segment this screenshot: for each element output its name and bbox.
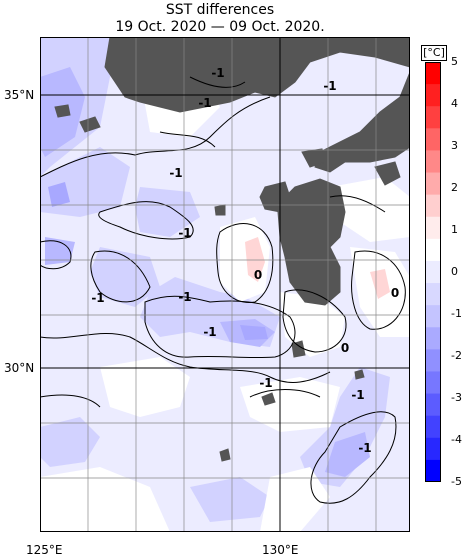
colorbar-swatch <box>425 260 441 284</box>
colorbar-tick-label: -3 <box>451 391 462 404</box>
lat-label-30n: 30°N <box>4 361 35 375</box>
map-date-range: 19 Oct. 2020 — 09 Oct. 2020. <box>115 19 325 35</box>
colorbar-swatch <box>425 415 441 439</box>
colorbar-tick-label: 2 <box>451 181 458 194</box>
contour-label: -1 <box>169 166 182 180</box>
colorbar-tick-label: 0 <box>451 265 458 278</box>
colorbar-tick-label: -1 <box>451 307 462 320</box>
colorbar-tick-label: 4 <box>451 97 458 110</box>
colorbar-tick-label: -5 <box>451 475 462 488</box>
sst-contours <box>40 76 406 504</box>
contour-label: -1 <box>259 376 272 390</box>
colorbar-tick-label: -2 <box>451 349 462 362</box>
colorbar-tick-label: 3 <box>451 139 458 152</box>
colorbar-swatch <box>425 349 441 372</box>
contour-label: 0 <box>254 268 262 282</box>
contour-label: -1 <box>178 226 191 240</box>
colorbar-swatch <box>425 150 441 174</box>
contour-label: -1 <box>178 290 191 304</box>
contour-label: -1 <box>358 441 371 455</box>
colorbar-swatch <box>425 459 441 482</box>
land <box>54 37 410 462</box>
contour-label: -1 <box>203 325 216 339</box>
colorbar-swatch <box>425 327 441 350</box>
colorbar <box>425 62 441 482</box>
colorbar-swatch <box>425 128 441 151</box>
colorbar-swatch <box>425 283 441 306</box>
colorbar-swatch <box>425 305 441 328</box>
colorbar-swatch <box>425 84 441 107</box>
contour-label: 0 <box>391 286 399 300</box>
contour-label: -1 <box>211 66 224 80</box>
graticule <box>40 37 410 532</box>
colorbar-swatch <box>425 437 441 461</box>
sea-anomaly-positive <box>245 237 390 299</box>
colorbar-swatch <box>425 194 441 218</box>
colorbar-swatch <box>425 106 441 129</box>
colorbar-swatch <box>425 393 441 417</box>
colorbar-swatch <box>425 62 441 85</box>
lon-label-125e: 125°E <box>26 543 63 557</box>
colorbar-swatch <box>425 371 441 395</box>
colorbar-swatch <box>425 216 441 240</box>
contour-label: -1 <box>198 96 211 110</box>
sea-anomaly-minus2 <box>48 182 268 340</box>
colorbar-swatch <box>425 238 441 262</box>
colorbar-swatch <box>425 172 441 196</box>
colorbar-tick-label: -4 <box>451 433 462 446</box>
colorbar-unit: [°C] <box>421 45 447 61</box>
sst-difference-map: -1 -1 -1 -1 -1 -1 -1 -1 -1 0 0 0 -1 -1 <box>40 37 410 532</box>
lon-label-130e: 130°E <box>262 543 299 557</box>
colorbar-frame <box>425 62 441 482</box>
lat-label-35n: 35°N <box>4 88 35 102</box>
colorbar-tick-label: 1 <box>451 223 458 236</box>
contour-label: -1 <box>351 388 364 402</box>
map-frame <box>40 37 410 532</box>
map-title: SST differences <box>165 2 275 18</box>
colorbar-tick-label: 5 <box>451 55 458 68</box>
contour-label: -1 <box>323 79 336 93</box>
graticule-major <box>40 37 410 532</box>
contour-label: 0 <box>341 341 349 355</box>
contour-label: -1 <box>91 291 104 305</box>
